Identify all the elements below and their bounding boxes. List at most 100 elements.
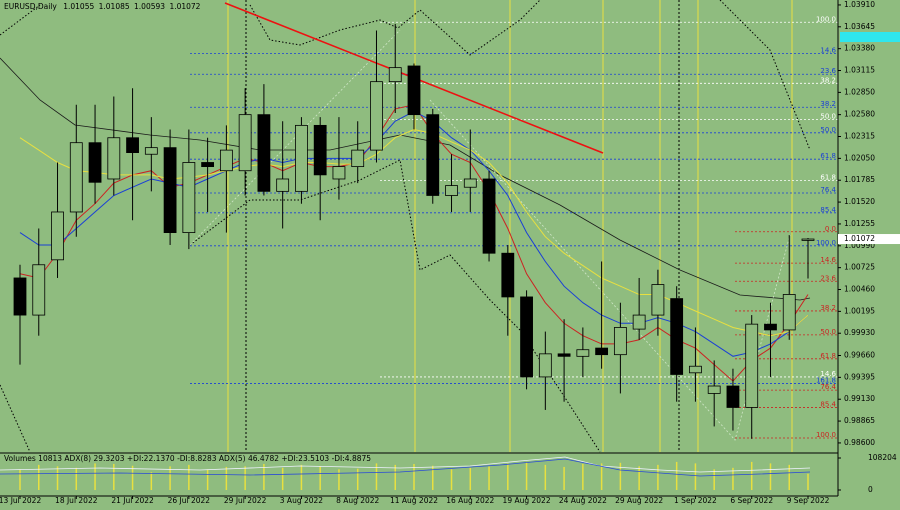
last-price-box [838, 234, 900, 245]
fib-label: 76.4 [820, 186, 836, 194]
y-tick-label: 0.98865 [844, 416, 875, 425]
y-tick-label: 0.99395 [844, 372, 875, 381]
candle-body [144, 147, 158, 155]
fib-label: 14.6 [820, 370, 836, 378]
y-tick-label: 1.00725 [844, 263, 875, 272]
candle-body [201, 162, 215, 168]
candle-body [595, 347, 609, 356]
candle-body [351, 149, 365, 168]
y-tick-label: 1.03380 [844, 44, 875, 53]
fib-label: 14.6 [820, 47, 836, 55]
candle-body [520, 296, 533, 378]
last-price-label: 1.01072 [844, 234, 875, 243]
candle-body [426, 114, 440, 196]
x-tick-label: 19 Aug 2022 [503, 496, 551, 505]
y-tick-label: 1.03910 [844, 0, 875, 9]
candle-body [13, 277, 27, 316]
candle-body [32, 264, 46, 316]
candle-body [801, 238, 815, 241]
bollinger-lower [0, 159, 601, 453]
overlays [0, 0, 811, 453]
fib-guide [189, 29, 791, 441]
fib-label: 85.4 [820, 206, 836, 214]
bollinger-upper [0, 0, 811, 151]
fib-label: 38.2 [820, 304, 836, 312]
marker-box [840, 32, 900, 42]
candle-body [501, 252, 515, 298]
fib-label: 50.0 [820, 328, 836, 336]
candle-body [745, 323, 759, 408]
y-tick-label: 1.00990 [844, 241, 875, 250]
fib-label: 50.0 [820, 113, 836, 121]
fib-label: 76.4 [820, 383, 836, 391]
candle-body [632, 314, 646, 330]
candles [13, 23, 815, 439]
y-tick-label: 1.01785 [844, 175, 875, 184]
candle-body [445, 185, 458, 196]
y-tick-label: 0.99130 [844, 394, 875, 403]
fib-label: 50.0 [820, 126, 836, 134]
month-lines [245, 0, 680, 452]
fib-label: 38.2 [820, 76, 836, 84]
volume-tick-label: 108204 [868, 453, 897, 462]
candle-body [557, 353, 571, 357]
x-tick-label: 9 Sep 2022 [787, 496, 830, 505]
fib-label: 14.6 [820, 256, 836, 264]
candle-body [407, 65, 421, 116]
candle-body [764, 323, 777, 331]
fib-label: 23.6 [820, 274, 836, 282]
candle-body [257, 114, 271, 192]
y-tick-label: 0.98600 [844, 438, 875, 447]
fib-label: 61.8 [820, 174, 836, 182]
x-tick-label: 13 Jul 2022 [0, 496, 41, 505]
y-tick-label: 0.99930 [844, 328, 875, 337]
header-close: 1.01072 [169, 2, 200, 11]
fib-label: 61.8 [820, 352, 836, 360]
candle-body [463, 178, 477, 188]
candle-body [126, 137, 139, 153]
indicator-text: Volumes 10813 ADX(8) 29.3203 +DI:22.1370… [4, 454, 371, 463]
fib-levels: 100.014.623.638.238.250.050.061.861.876.… [190, 15, 838, 439]
y-tick-label: 1.02315 [844, 132, 875, 141]
x-tick-label: 3 Aug 2022 [280, 496, 323, 505]
y-tick-label: 1.00195 [844, 306, 875, 315]
fib-label: 0.0 [825, 225, 836, 233]
x-tick-label: 16 Aug 2022 [446, 496, 494, 505]
header-low: 1.00593 [134, 2, 165, 11]
y-tick-label: 1.01520 [844, 197, 875, 206]
fib-label: 38.2 [820, 100, 836, 108]
y-tick-label: 1.02580 [844, 110, 875, 119]
header-high: 1.01085 [99, 2, 130, 11]
y-tick-label: 0.99660 [844, 350, 875, 359]
fib-label: 85.4 [820, 400, 836, 408]
candle-body [163, 147, 177, 233]
fib-label: 61.8 [820, 152, 836, 160]
x-tick-label: 11 Aug 2022 [390, 496, 438, 505]
candle-body [388, 67, 402, 83]
x-tick-label: 18 Jul 2022 [55, 496, 98, 505]
x-tick-label: 24 Aug 2022 [559, 496, 607, 505]
candle-body [370, 81, 383, 151]
symbol: EURUSD,Daily [4, 2, 57, 11]
y-tick-label: 1.03115 [844, 66, 875, 75]
candle-body [51, 211, 64, 261]
fib-label: 161.8 [816, 377, 836, 385]
candle-body [332, 166, 346, 180]
x-tick-label: 26 Jul 2022 [168, 496, 211, 505]
x-tick-label: 6 Sep 2022 [730, 496, 773, 505]
candle-body [295, 124, 308, 192]
candle-body [313, 124, 327, 176]
adx-line [0, 456, 811, 473]
x-tick-label: 29 Aug 2022 [615, 496, 663, 505]
x-tick-label: 8 Aug 2022 [336, 496, 379, 505]
chart-title: EURUSD,Daily 1.01055 1.01085 1.00593 1.0… [4, 2, 201, 11]
candle-body [538, 353, 552, 378]
candle-body [613, 327, 627, 356]
candle-body [482, 178, 496, 254]
y-tick-label: 1.03645 [844, 22, 875, 31]
fib-label: 23.6 [820, 67, 836, 75]
candle-body [782, 294, 796, 331]
